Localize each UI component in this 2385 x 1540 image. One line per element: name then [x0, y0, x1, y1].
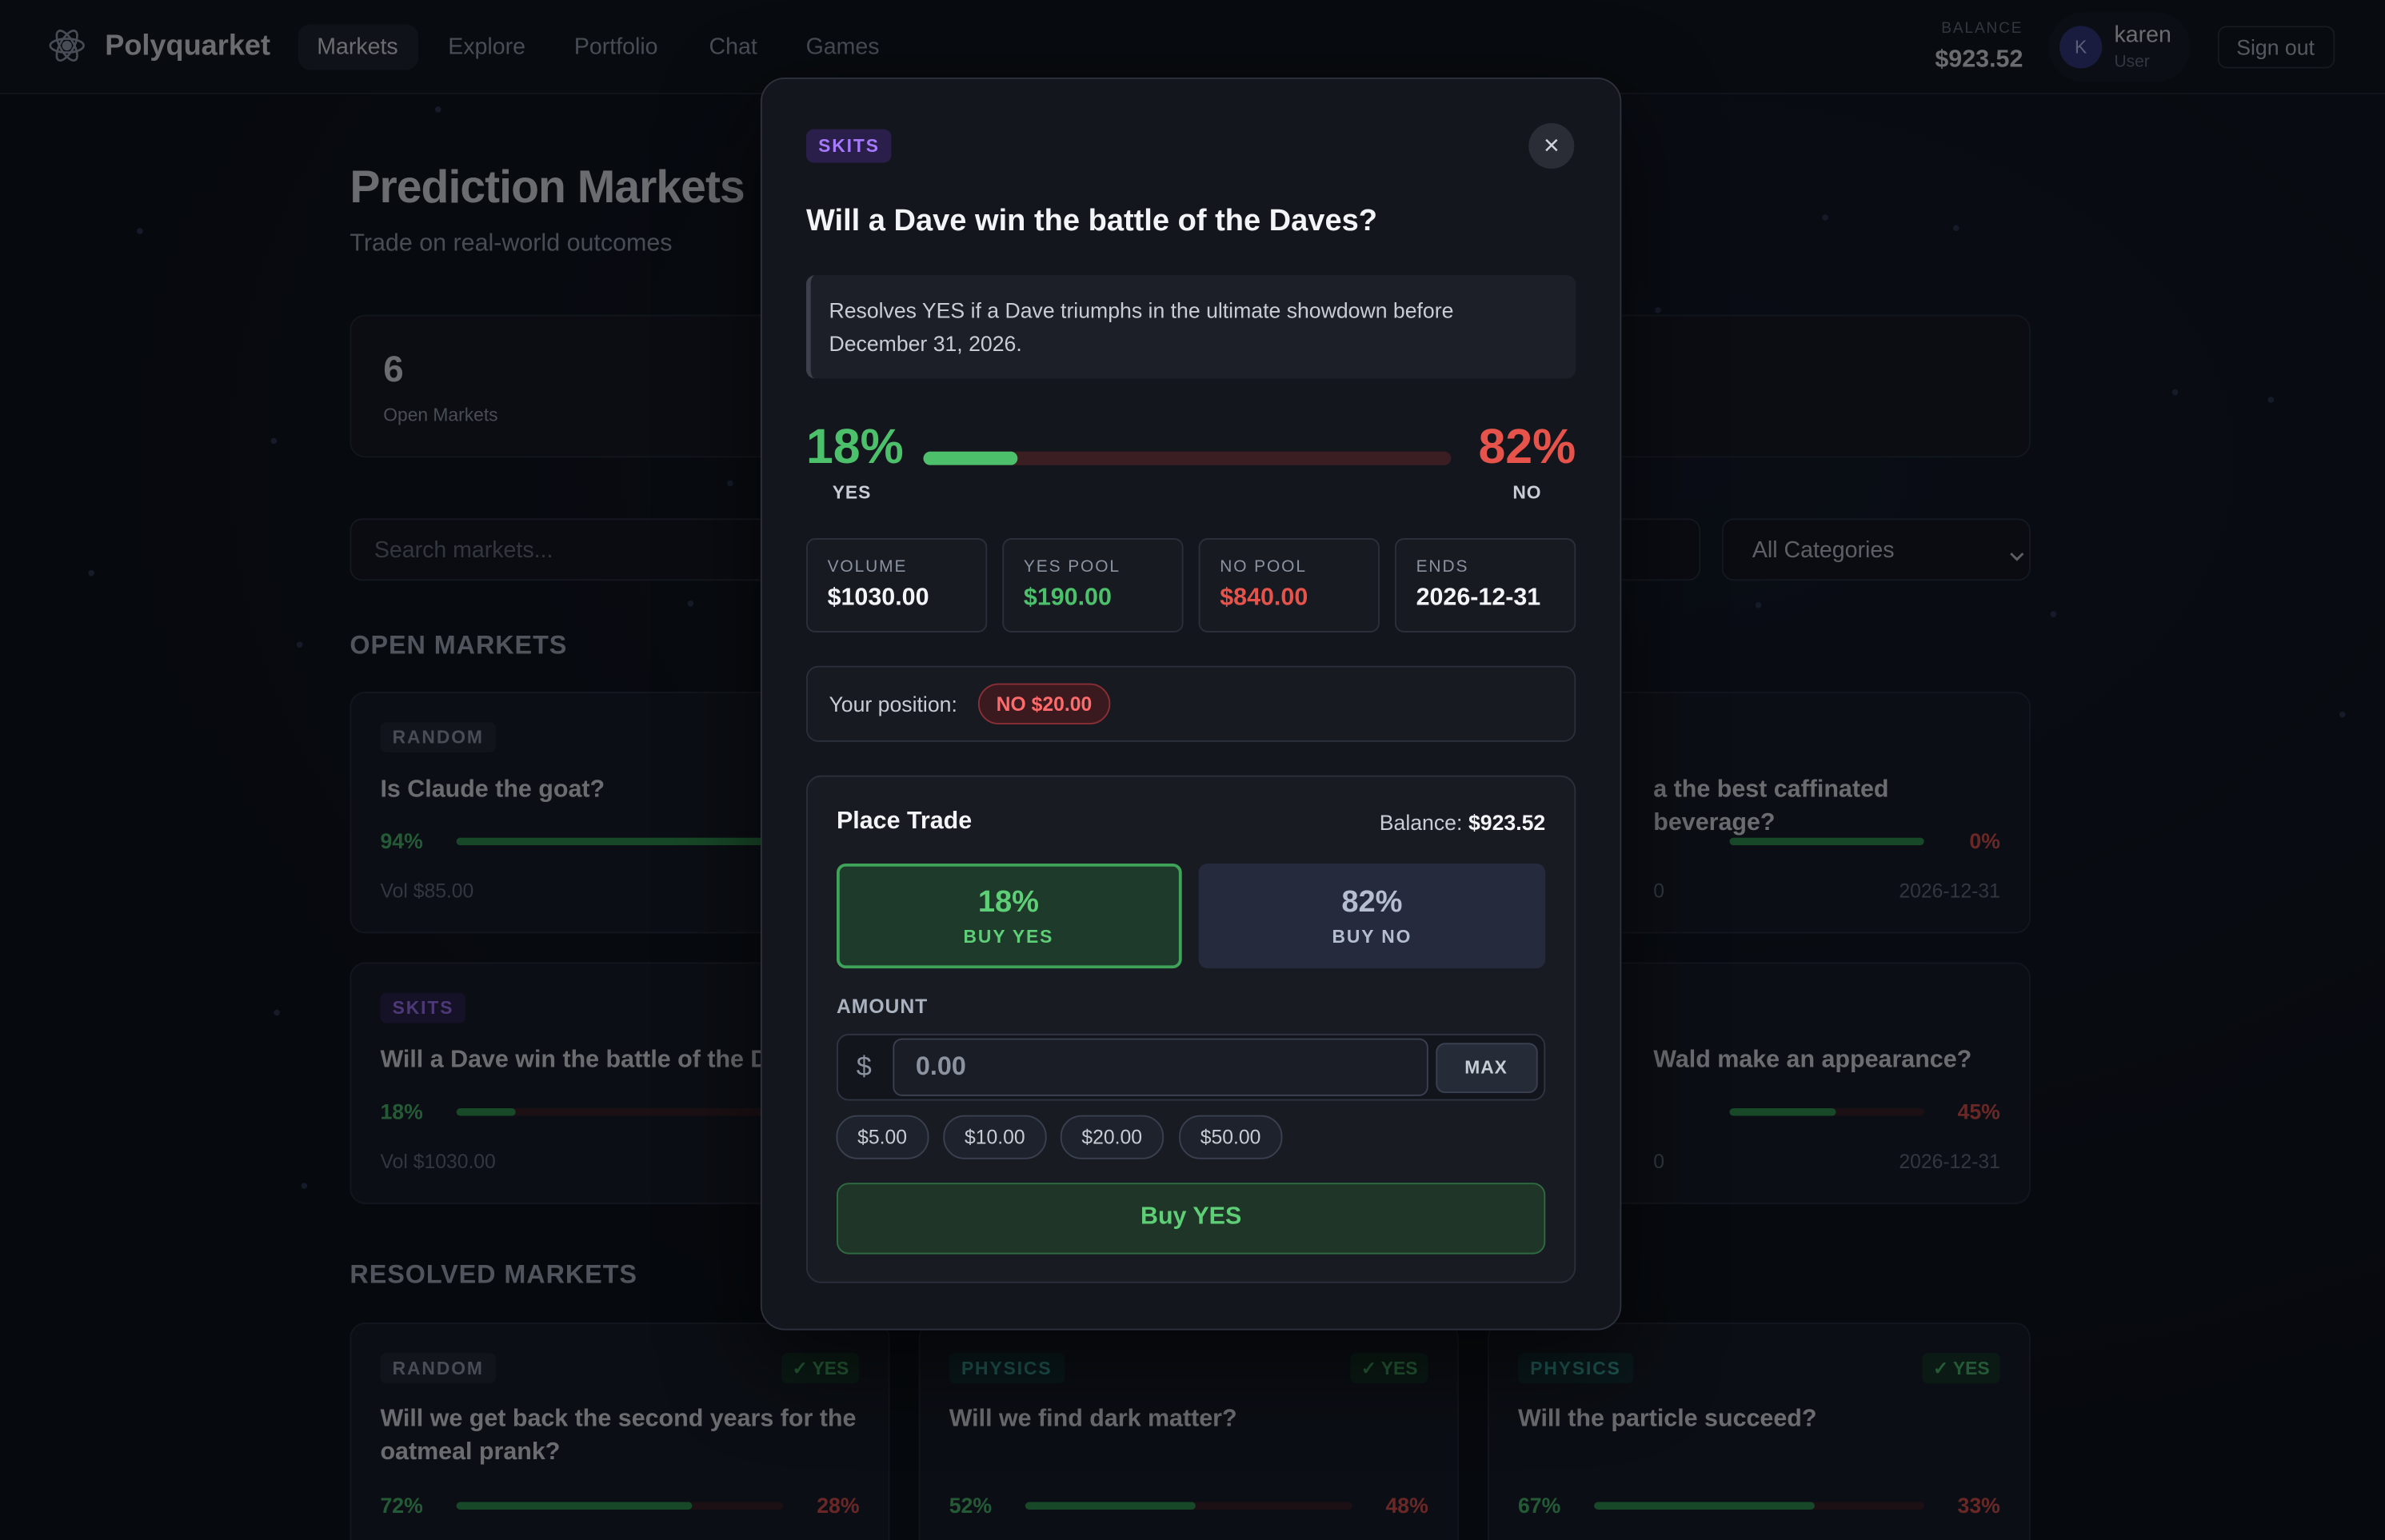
amount-label: AMOUNT — [836, 995, 929, 1018]
amount-input[interactable] — [893, 1038, 1428, 1096]
max-button[interactable] — [1436, 1043, 1538, 1094]
position-label: Your position: — [829, 692, 957, 716]
yes-percent: 18% — [805, 418, 904, 474]
position-badge: NO $20.00 — [977, 683, 1111, 724]
quick-amount[interactable]: $20.00 — [1060, 1115, 1164, 1159]
category-tag: SKITS — [805, 129, 893, 163]
currency-symbol: $ — [856, 1051, 872, 1082]
no-label: NO — [1512, 481, 1542, 504]
stat-label: VOLUME — [827, 557, 908, 577]
modal-title: Will a Dave win the battle of the Daves? — [805, 204, 1378, 238]
max-label: MAX — [1464, 1056, 1508, 1079]
trade-title: Place Trade — [836, 808, 973, 835]
toggle-label: BUY YES — [963, 925, 1054, 948]
amount-placeholder: 0.00 — [915, 1051, 966, 1081]
close-button[interactable] — [1528, 123, 1575, 170]
stat-box — [1394, 538, 1576, 632]
toggle-label: BUY NO — [1332, 925, 1412, 948]
yes-label: YES — [832, 481, 872, 504]
toggle-percent: 82% — [1341, 885, 1403, 920]
stat-box — [1198, 538, 1380, 632]
quick-amount[interactable]: $5.00 — [836, 1115, 929, 1159]
submit-label: Buy YES — [1140, 1203, 1242, 1231]
toggle-percent: 18% — [977, 885, 1039, 920]
trade-balance: Balance: $923.52 — [1380, 810, 1545, 834]
close-icon: × — [1543, 130, 1560, 161]
stat-label: NO POOL — [1220, 557, 1307, 577]
probability-bar — [923, 451, 1452, 465]
buy-yes-toggle[interactable] — [836, 863, 1182, 969]
no-percent: 82% — [1478, 418, 1576, 474]
submit-button[interactable] — [836, 1183, 1546, 1255]
stat-label: ENDS — [1416, 557, 1469, 577]
quick-amount[interactable]: $50.00 — [1179, 1115, 1282, 1159]
buy-no-toggle[interactable] — [1198, 863, 1546, 969]
balance-label: Balance: — [1379, 810, 1463, 835]
stat-box — [1002, 538, 1184, 632]
stat-label: YES POOL — [1023, 557, 1121, 577]
stat-value: $190.00 — [1023, 585, 1112, 612]
stat-value: $1030.00 — [827, 585, 929, 612]
position-box — [805, 665, 1576, 742]
stat-box — [805, 538, 988, 632]
probability-fill — [923, 451, 1019, 465]
description-box — [805, 275, 1576, 379]
stat-value: $840.00 — [1220, 585, 1308, 612]
quick-amount[interactable]: $10.00 — [943, 1115, 1047, 1159]
balance-value: $923.52 — [1468, 810, 1546, 835]
stat-value: 2026-12-31 — [1416, 585, 1541, 612]
market-description: Resolves YES if a Dave triumphs in the u… — [829, 297, 1454, 356]
